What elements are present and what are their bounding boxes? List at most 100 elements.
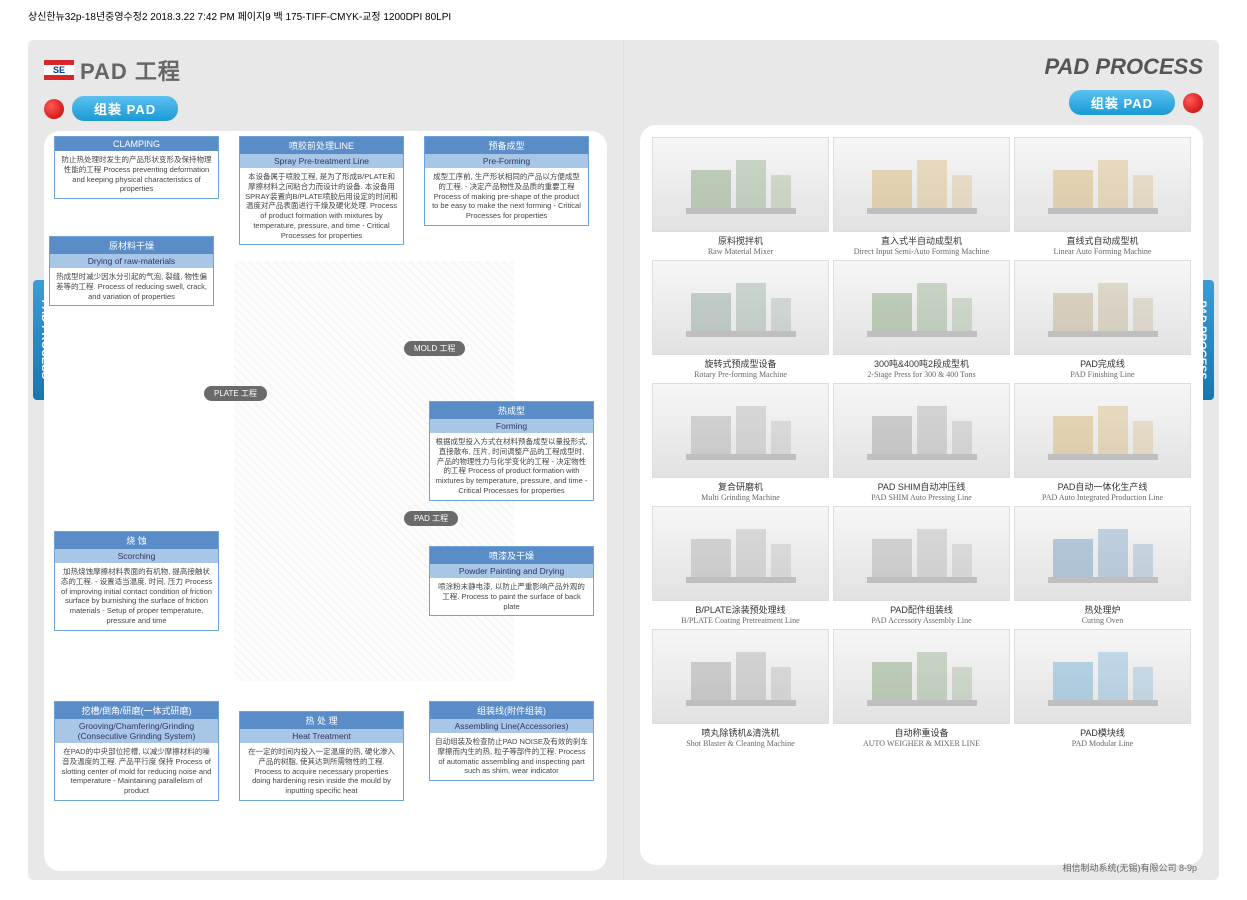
machine-image-placeholder (833, 383, 1010, 478)
machine-label-cn: 自动称重设备 (833, 726, 1010, 739)
page-spread: PAD PROCESS PAD PROCESS SE PAD 工程 组装 PAD… (28, 40, 1219, 880)
right-header: PAD PROCESS (640, 54, 1203, 80)
stage-tag-pad: PAD 工程 (404, 511, 458, 526)
machine-label-cn: 喷丸除锈机&清洗机 (652, 726, 829, 739)
stage-tag-plate: PLATE 工程 (204, 386, 267, 401)
right-content-panel: 原料搅拌机Raw Material Mixer 直入式半自动成型机Direct I… (640, 125, 1203, 865)
machine-label-en: Curing Oven (1014, 616, 1191, 625)
machine-label-en: B/PLATE Coating Pretreatment Line (652, 616, 829, 625)
box-body: 喷涂粉末静电漆, 以防止严重影响产品外观的工程. Process to pain… (430, 578, 593, 615)
box-body: 在PAD的中央部位挖槽, 以减少摩擦材料的噪音及温度的工程. 产品平行度 保持 … (55, 743, 218, 800)
machine-label-cn: PAD模块线 (1014, 726, 1191, 739)
machine-cell: PAD自动一体化生产线PAD Auto Integrated Productio… (1014, 383, 1191, 502)
machine-cell: 300吨&400吨2段成型机2-Stage Press for 300 & 40… (833, 260, 1010, 379)
box-clamping: CLAMPING 防止热处理时发生的产品形状变形及保持物理性能的工程 Proce… (54, 136, 219, 199)
machine-cell: 复合研磨机Multi Grinding Machine (652, 383, 829, 502)
left-pill: 组装 PAD (72, 96, 178, 121)
left-content-panel: PLATE 工程 MOLD 工程 PAD 工程 CLAMPING 防止热处理时发… (44, 131, 607, 871)
box-title: CLAMPING (55, 137, 218, 151)
machine-image-placeholder (652, 137, 829, 232)
machine-image-placeholder (1014, 260, 1191, 355)
box-subtitle: Grooving/Chamfering/Grinding (Consecutiv… (55, 719, 218, 743)
box-body: 在一定的时间内投入一定温度的热, 硬化渗入产品的树脂, 使其达到所需物性的工程.… (240, 743, 403, 800)
machine-grid: 原料搅拌机Raw Material Mixer 直入式半自动成型机Direct I… (652, 137, 1191, 748)
machine-image-placeholder (652, 506, 829, 601)
left-pill-row: 组装 PAD (44, 96, 607, 121)
machine-image-placeholder (652, 383, 829, 478)
machine-cell: 原料搅拌机Raw Material Mixer (652, 137, 829, 256)
machine-label-cn: 复合研磨机 (652, 480, 829, 493)
box-drying: 原材料干燥 Drying of raw-materials 热成型时减少因水分引… (49, 236, 214, 306)
box-subtitle: Drying of raw-materials (50, 254, 213, 268)
machine-label-en: PAD Auto Integrated Production Line (1014, 493, 1191, 502)
machine-label-en: PAD SHIM Auto Pressing Line (833, 493, 1010, 502)
machine-label-en: Linear Auto Forming Machine (1014, 247, 1191, 256)
machine-cell: 旋转式预成型设备Rotary Pre-forming Machine (652, 260, 829, 379)
red-dot-icon (1183, 93, 1203, 113)
box-title: 喷漆及干燥 (430, 547, 593, 564)
box-preform: 预备成型 Pre-Forming 成型工序前, 生产形状相同的产品以方便成型的工… (424, 136, 589, 226)
box-body: 根据成型投入方式在材料预备成型以量投形式, 直接散布, 压片, 时间调整产品的工… (430, 433, 593, 500)
page-title-en: PAD PROCESS (1044, 54, 1203, 80)
machine-cell: 直线式自动成型机Linear Auto Forming Machine (1014, 137, 1191, 256)
right-pill: 组装 PAD (1069, 90, 1175, 115)
box-body: 成型工序前, 生产形状相同的产品以方便成型的工程. - 决定产品物性及品质的重要… (425, 168, 588, 225)
box-subtitle: Spray Pre-treatment Line (240, 154, 403, 168)
box-grinding: 挖槽/倒角/研磨(一体式研磨) Grooving/Chamfering/Grin… (54, 701, 219, 801)
machine-label-en: Shot Blaster & Cleaning Machine (652, 739, 829, 748)
machine-image-placeholder (652, 629, 829, 724)
machine-image-placeholder (652, 260, 829, 355)
machine-label-en: PAD Accessory Assembly Line (833, 616, 1010, 625)
machine-cell: PAD模块线PAD Modular Line (1014, 629, 1191, 748)
machine-label-cn: 直线式自动成型机 (1014, 234, 1191, 247)
machine-cell: B/PLATE涂装预处理线B/PLATE Coating Pretreatmen… (652, 506, 829, 625)
machine-label-en: Raw Material Mixer (652, 247, 829, 256)
box-subtitle: Powder Painting and Drying (430, 564, 593, 578)
machine-image-placeholder (833, 260, 1010, 355)
machine-image-placeholder (833, 137, 1010, 232)
machine-image-placeholder (833, 506, 1010, 601)
box-title: 喷胶前处理LINE (240, 137, 403, 154)
machine-image-placeholder (1014, 137, 1191, 232)
machine-image-placeholder (1014, 506, 1191, 601)
box-body: 本设备属于喷胶工程, 是为了形成B/PLATE和摩擦材料之间粘合力而设计的设备.… (240, 168, 403, 244)
machine-cell: 自动称重设备AUTO WEIGHER & MIXER LINE (833, 629, 1010, 748)
box-subtitle: Heat Treatment (240, 729, 403, 743)
machine-label-cn: PAD配件组装线 (833, 603, 1010, 616)
box-title: 热 处 理 (240, 712, 403, 729)
right-pill-row: 组装 PAD (640, 90, 1203, 115)
box-assembling: 组装线(附件组装) Assembling Line(Accessories) 自… (429, 701, 594, 781)
machine-label-cn: 原料搅拌机 (652, 234, 829, 247)
box-title: 挖槽/倒角/研磨(一体式研磨) (55, 702, 218, 719)
logo: SE PAD 工程 (44, 54, 181, 86)
se-flag-icon: SE (44, 60, 74, 80)
machine-label-cn: PAD SHIM自动冲压线 (833, 480, 1010, 493)
left-header: SE PAD 工程 (44, 54, 607, 86)
machine-label-cn: PAD自动一体化生产线 (1014, 480, 1191, 493)
footer-note: 相信制动系统(无锡)有限公司 8-9p (1062, 861, 1197, 874)
stage-tag-mold: MOLD 工程 (404, 341, 465, 356)
box-powder: 喷漆及干燥 Powder Painting and Drying 喷涂粉末静电漆… (429, 546, 594, 616)
box-subtitle: Pre-Forming (425, 154, 588, 168)
machine-label-cn: PAD完成线 (1014, 357, 1191, 370)
machine-image-placeholder (1014, 383, 1191, 478)
box-title: 烧 蚀 (55, 532, 218, 549)
box-heat: 热 处 理 Heat Treatment 在一定的时间内投入一定温度的热, 硬化… (239, 711, 404, 801)
box-title: 组装线(附件组装) (430, 702, 593, 719)
machine-label-cn: 直入式半自动成型机 (833, 234, 1010, 247)
left-page: SE PAD 工程 组装 PAD PLATE 工程 MOLD 工程 PAD 工程… (28, 40, 624, 880)
box-body: 防止热处理时发生的产品形状变形及保持物理性能的工程 Process preven… (55, 151, 218, 198)
machine-label-en: 2-Stage Press for 300 & 400 Tons (833, 370, 1010, 379)
machine-label-en: Direct Input Semi-Auto Forming Machine (833, 247, 1010, 256)
machine-cell: PAD SHIM自动冲压线PAD SHIM Auto Pressing Line (833, 383, 1010, 502)
machine-cell: 热处理炉Curing Oven (1014, 506, 1191, 625)
machine-label-cn: B/PLATE涂装预处理线 (652, 603, 829, 616)
print-header: 상신한뉴32p-18년중영수정2 2018.3.22 7:42 PM 페이지9 … (28, 8, 451, 23)
box-subtitle: Forming (430, 419, 593, 433)
machine-label-cn: 旋转式预成型设备 (652, 357, 829, 370)
machine-label-cn: 热处理炉 (1014, 603, 1191, 616)
machine-image-placeholder (1014, 629, 1191, 724)
box-title: 预备成型 (425, 137, 588, 154)
machine-label-en: Multi Grinding Machine (652, 493, 829, 502)
machine-image-placeholder (833, 629, 1010, 724)
